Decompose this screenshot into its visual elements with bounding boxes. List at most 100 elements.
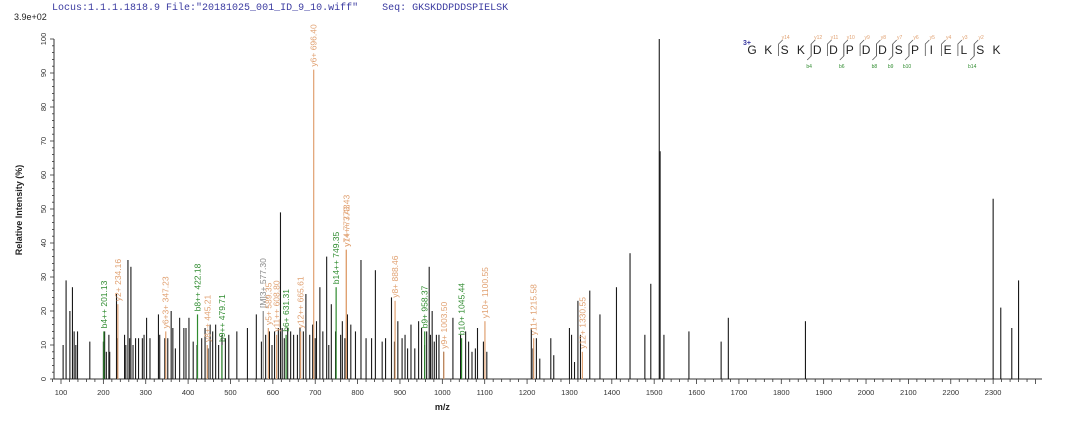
x-tick-label: 2200 xyxy=(942,388,959,397)
x-tick-label: 100 xyxy=(55,388,68,397)
b-ion-label: b9 xyxy=(888,64,894,70)
peak-annotation: y5+ 589.35 xyxy=(263,282,273,325)
intensity-scale-label: 3.9e+02 xyxy=(14,12,47,22)
sequence-residue: S xyxy=(976,43,984,57)
x-tick-label: 300 xyxy=(139,388,152,397)
peak-annotation: y10+ 1100.55 xyxy=(480,267,490,318)
locus-label: Locus:1.1.1.1818.9 xyxy=(52,3,161,14)
x-tick-label: 200 xyxy=(97,388,110,397)
y-ion-label: y8 xyxy=(881,35,887,41)
peak-annotation: y14++ 773.43 xyxy=(341,195,351,247)
peak-annotation: b4++ 201.13 xyxy=(99,280,109,328)
x-tick-label: 1500 xyxy=(646,388,663,397)
b-cleavage-marker xyxy=(806,44,812,61)
y-tick-label: 60 xyxy=(39,171,48,179)
x-tick-label: 2300 xyxy=(985,388,1002,397)
x-tick-label: 600 xyxy=(267,388,280,397)
x-tick-label: 900 xyxy=(394,388,407,397)
x-tick-label: 1100 xyxy=(477,388,493,397)
x-tick-label: 1300 xyxy=(561,388,578,397)
y-tick-label: 40 xyxy=(39,239,48,247)
file-label: File:"20181025_001_ID_9_10.wiff" xyxy=(166,3,359,14)
sequence-residue: K xyxy=(764,43,772,57)
y-tick-label: 100 xyxy=(39,33,48,46)
b-ion-label: b6 xyxy=(839,64,845,70)
sequence-residue: D xyxy=(813,43,822,57)
peak-annotation: [M]3+ 577.30 xyxy=(258,258,268,308)
x-tick-label: 1200 xyxy=(519,388,536,397)
peak-annotation: b9++ 479.71 xyxy=(217,294,227,342)
x-tick-label: 1800 xyxy=(773,388,790,397)
y-cleavage-marker xyxy=(924,39,930,56)
y-cleavage-marker xyxy=(827,39,832,56)
sequence-residue: S xyxy=(895,43,903,57)
y-ion-label: y7 xyxy=(897,35,903,41)
sequence-residue: G xyxy=(747,43,756,57)
y-cleavage-marker xyxy=(957,39,963,56)
y-ion-label: y11 xyxy=(831,35,839,41)
peak-annotation: b8++ 422.18 xyxy=(193,263,203,311)
b-ion-label: b8 xyxy=(872,64,878,70)
sequence-residue: P xyxy=(911,43,919,57)
x-tick-label: 400 xyxy=(182,388,195,397)
peak-annotation: b14++ 749.35 xyxy=(331,231,341,284)
sequence-residue: K xyxy=(797,43,805,57)
y-cleavage-marker xyxy=(778,39,783,56)
sequence-residue: K xyxy=(992,43,1000,57)
sequence-residue: L xyxy=(961,43,968,57)
peak-annotation: y11++ 608.80 xyxy=(272,280,282,332)
x-tick-label: 700 xyxy=(309,388,322,397)
sequence-residue: S xyxy=(781,43,789,57)
peak-annotation: y11+ 1215.58 xyxy=(529,284,539,335)
b-ion-label: b14 xyxy=(968,64,977,70)
peak-annotation: b10+ 1045.44 xyxy=(457,283,467,336)
sequence-residue: I xyxy=(930,43,933,57)
charge-state-label: 3+ xyxy=(743,40,751,47)
x-tick-label: 1900 xyxy=(815,388,832,397)
x-tick-label: 800 xyxy=(351,388,364,397)
x-axis-title: m/z xyxy=(435,402,451,412)
x-tick-label: 2000 xyxy=(858,388,875,397)
peak-annotation: y9+ 1003.50 xyxy=(439,301,449,348)
spectrum-header: Locus:1.1.1.1818.9 File:"20181025_001_ID… xyxy=(52,3,508,14)
peak-annotation: y12++ 665.61 xyxy=(296,276,306,328)
y-tick-label: 30 xyxy=(39,273,48,281)
peak-annotation: y8+ 888.46 xyxy=(390,255,400,298)
x-tick-label: 1400 xyxy=(603,388,620,397)
y-tick-label: 90 xyxy=(39,69,48,77)
x-tick-label: 1700 xyxy=(731,388,748,397)
y-ion-label: y10 xyxy=(847,35,855,41)
peak-annotation: y12+ 1330.55 xyxy=(577,297,587,349)
sequence-residue: D xyxy=(878,43,887,57)
b-cleavage-marker xyxy=(872,44,877,61)
y-ion-label: y5 xyxy=(930,35,936,41)
y-tick-label: 0 xyxy=(39,377,48,381)
y-cleavage-marker xyxy=(859,39,865,56)
sequence-residue: D xyxy=(829,43,838,57)
y-ion-label: y4 xyxy=(946,35,952,41)
y-tick-label: 50 xyxy=(39,205,48,213)
y-ion-label: y9 xyxy=(864,35,870,41)
y-ion-label: y3 xyxy=(962,35,968,41)
sequence-residue: P xyxy=(846,43,854,57)
seq-value: GKSKDDPDDSPIELSK xyxy=(412,3,509,14)
y-ion-label: y2 xyxy=(979,35,985,41)
y-tick-label: 20 xyxy=(39,307,48,315)
b-cleavage-marker xyxy=(969,44,975,61)
y-ion-label: y14 xyxy=(782,35,790,41)
peak-annotation: y2+ 234.16 xyxy=(113,259,123,302)
x-tick-label: 500 xyxy=(224,388,237,397)
peak-annotation: y7+ 773.43 xyxy=(341,204,351,247)
y-ion-label: y6 xyxy=(913,35,919,41)
x-tick-label: 2100 xyxy=(900,388,917,397)
b-cleavage-marker xyxy=(904,44,910,61)
peak-annotation: y6+ 696.40 xyxy=(309,24,319,67)
y-tick-label: 10 xyxy=(39,341,48,349)
sequence-residue: D xyxy=(862,43,871,57)
y-axis-title: Relative Intensity (%) xyxy=(14,165,24,256)
peak-annotation: b6+ 631.31 xyxy=(281,289,291,332)
y-cleavage-marker xyxy=(941,39,946,56)
sequence-residue: E xyxy=(944,43,952,57)
y-tick-label: 80 xyxy=(39,103,48,111)
